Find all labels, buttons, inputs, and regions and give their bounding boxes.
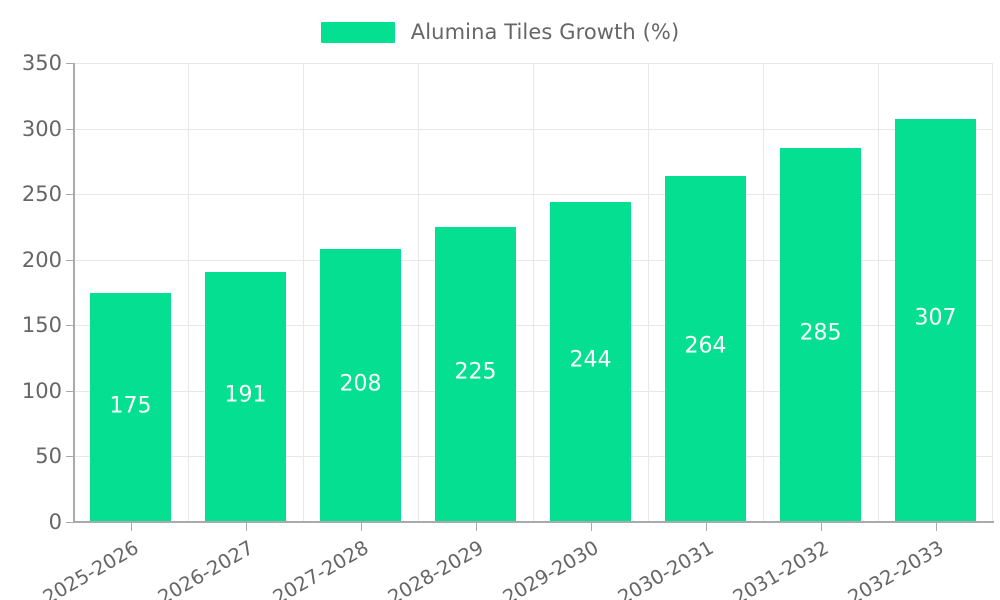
gridline-vertical <box>763 63 764 522</box>
x-axis-tick-mark <box>705 522 707 531</box>
y-axis-tick-label: 200 <box>21 247 62 272</box>
x-axis-tick-mark <box>130 522 132 531</box>
x-axis-tick-mark <box>245 522 247 531</box>
y-axis-spine <box>73 63 75 523</box>
bar[interactable] <box>895 119 976 522</box>
gridline-vertical <box>878 63 879 522</box>
y-axis-tick-label: 350 <box>21 51 62 75</box>
y-axis-tick-label: 150 <box>21 313 62 338</box>
y-axis-tick-mark <box>66 259 74 261</box>
gridlines <box>73 63 993 523</box>
x-axis-tick-label: 2026-2027 <box>153 536 257 600</box>
x-axis-tick-label: 2029-2030 <box>498 536 602 600</box>
plot-area: 175 191 208 225 244 264 285 307 <box>73 63 993 523</box>
bar[interactable] <box>665 175 746 522</box>
x-axis-tick-mark <box>935 522 937 531</box>
x-axis-tick-mark <box>475 522 477 531</box>
y-axis-tick-mark <box>66 194 74 196</box>
y-axis-tick-mark <box>66 128 74 130</box>
bar[interactable] <box>320 249 401 522</box>
x-axis-tick-label: 2031-2032 <box>728 536 832 600</box>
x-axis-tick-label: 2030-2031 <box>613 536 717 600</box>
y-axis-tick-mark <box>66 63 74 64</box>
x-axis-tick-mark <box>360 522 362 531</box>
gridline-vertical <box>992 63 993 522</box>
gridline-vertical <box>533 63 534 522</box>
y-axis: 0 50 100 150 200 250 300 350 <box>0 0 62 600</box>
bar[interactable] <box>435 226 516 522</box>
chart-legend: Alumina Tiles Growth (%) <box>0 14 1000 50</box>
y-axis-tick-label: 250 <box>21 182 62 207</box>
legend-label: Alumina Tiles Growth (%) <box>410 20 680 44</box>
y-axis-tick-mark <box>66 456 74 458</box>
gridline-vertical <box>648 63 649 522</box>
y-axis-tick-label: 300 <box>21 116 62 141</box>
gridline-vertical <box>418 63 419 522</box>
bar[interactable] <box>90 292 171 522</box>
bar[interactable] <box>550 202 631 522</box>
bar[interactable] <box>780 148 861 522</box>
legend-color-swatch <box>320 21 395 43</box>
x-axis-tick-mark <box>590 522 592 531</box>
y-axis-tick-label: 0 <box>48 510 62 534</box>
gridline-vertical <box>188 63 189 522</box>
x-axis-tick-label: 2032-2033 <box>843 536 947 600</box>
x-axis-tick-label: 2028-2029 <box>383 536 487 600</box>
bar[interactable] <box>205 271 286 522</box>
x-axis-tick-label: 2027-2028 <box>268 536 372 600</box>
y-axis-tick-mark <box>66 522 74 523</box>
x-axis-tick-mark <box>820 522 822 531</box>
y-axis-tick-label: 100 <box>21 378 62 403</box>
y-axis-tick-mark <box>66 325 74 327</box>
y-axis-tick-mark <box>66 390 74 392</box>
y-axis-tick-label: 50 <box>35 444 62 469</box>
gridline-vertical <box>303 63 304 522</box>
x-axis-spine <box>73 521 994 523</box>
